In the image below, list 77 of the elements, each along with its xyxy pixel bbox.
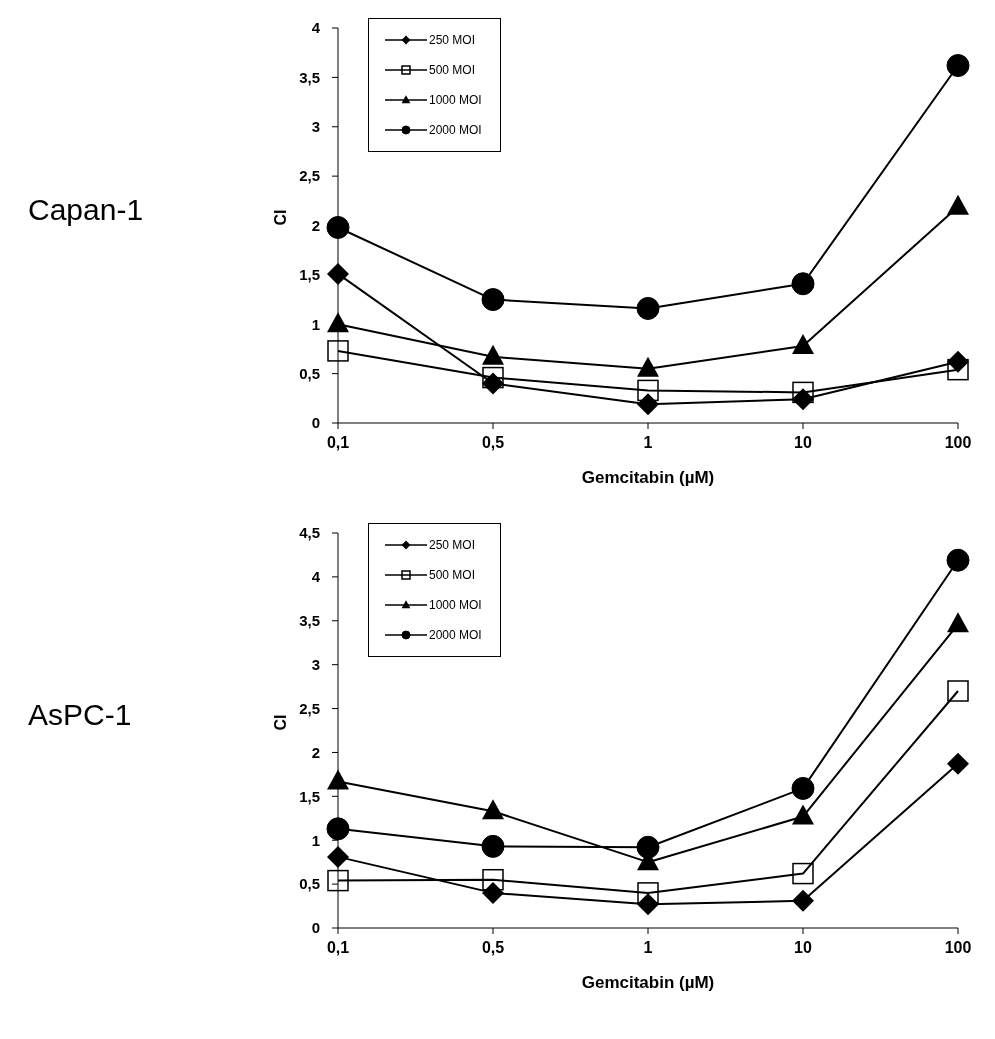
y-tick-label: 2,5 bbox=[299, 167, 320, 185]
point bbox=[327, 312, 349, 333]
point bbox=[637, 393, 659, 416]
x-tick-label: 1 bbox=[643, 939, 653, 957]
point bbox=[792, 388, 814, 411]
point bbox=[947, 680, 969, 702]
point bbox=[946, 54, 970, 78]
text: AsPC-1 bbox=[28, 698, 132, 732]
legend-label: 250 MOI bbox=[429, 538, 476, 552]
point bbox=[481, 288, 505, 312]
legend-label: 1000 MOI bbox=[429, 598, 482, 612]
point bbox=[327, 340, 349, 362]
legend-label: 2000 MOI bbox=[429, 123, 482, 137]
point bbox=[791, 272, 815, 296]
y-tick-label: 0,5 bbox=[299, 364, 320, 382]
y-tick-label: 3 bbox=[311, 655, 320, 673]
point bbox=[327, 262, 349, 285]
point bbox=[792, 804, 814, 825]
y-tick-label: 3 bbox=[311, 118, 320, 136]
point bbox=[947, 358, 969, 381]
legend-label: 500 MOI bbox=[429, 568, 476, 582]
y-tick-label: 0 bbox=[311, 919, 320, 937]
point bbox=[791, 776, 815, 800]
point bbox=[636, 835, 660, 859]
text: Capan-1 bbox=[28, 193, 144, 227]
x-tick-label: 0,5 bbox=[481, 939, 505, 957]
point bbox=[327, 869, 349, 892]
point bbox=[326, 215, 350, 239]
legend-label: 500 MOI bbox=[429, 63, 476, 77]
y-tick-label: 4,5 bbox=[299, 524, 320, 542]
x-tick-label: 0,5 bbox=[481, 434, 505, 452]
point bbox=[947, 752, 969, 775]
point bbox=[637, 882, 659, 904]
x-axis-title: Gemcitabin (µM) bbox=[581, 468, 715, 487]
y-axis-title: CI bbox=[271, 714, 289, 731]
point bbox=[482, 881, 504, 904]
x-tick-label: 0,1 bbox=[326, 434, 350, 452]
point bbox=[946, 548, 970, 572]
y-tick-label: 4 bbox=[311, 19, 321, 37]
y-tick-label: 1 bbox=[311, 315, 320, 333]
point bbox=[482, 372, 504, 395]
point bbox=[482, 366, 504, 389]
legend-label: 2000 MOI bbox=[429, 628, 482, 642]
y-tick-label: 0,5 bbox=[299, 875, 320, 893]
x-tick-label: 10 bbox=[794, 434, 812, 452]
legend-label: 1000 MOI bbox=[429, 93, 482, 107]
y-tick-label: 2 bbox=[311, 216, 320, 234]
point bbox=[792, 381, 814, 404]
y-tick-label: 1,5 bbox=[299, 266, 320, 284]
y-tick-label: 1,5 bbox=[299, 787, 320, 805]
x-tick-label: 0,1 bbox=[326, 939, 350, 957]
point bbox=[792, 862, 814, 885]
point bbox=[482, 799, 504, 820]
point bbox=[481, 834, 505, 858]
point bbox=[636, 296, 660, 320]
point bbox=[947, 194, 969, 215]
x-tick-label: 100 bbox=[944, 434, 972, 452]
x-tick-label: 10 bbox=[794, 939, 812, 957]
point bbox=[792, 889, 814, 912]
x-tick-label: 100 bbox=[944, 939, 972, 957]
x-axis-title: Gemcitabin (µM) bbox=[581, 973, 715, 992]
point bbox=[947, 612, 969, 633]
y-axis-title: CI bbox=[271, 209, 289, 226]
point bbox=[482, 868, 504, 891]
y-tick-label: 1 bbox=[311, 831, 320, 849]
point bbox=[327, 769, 349, 790]
point bbox=[326, 817, 350, 841]
y-tick-label: 2,5 bbox=[299, 699, 320, 717]
x-tick-label: 1 bbox=[643, 434, 653, 452]
y-tick-label: 3,5 bbox=[299, 68, 320, 86]
point bbox=[637, 379, 659, 402]
y-tick-label: 3,5 bbox=[299, 612, 320, 630]
y-tick-label: 4 bbox=[311, 568, 321, 586]
y-tick-label: 0 bbox=[311, 414, 320, 432]
y-tick-label: 2 bbox=[311, 743, 320, 761]
legend-label: 250 MOI bbox=[429, 33, 476, 47]
point bbox=[327, 845, 349, 868]
